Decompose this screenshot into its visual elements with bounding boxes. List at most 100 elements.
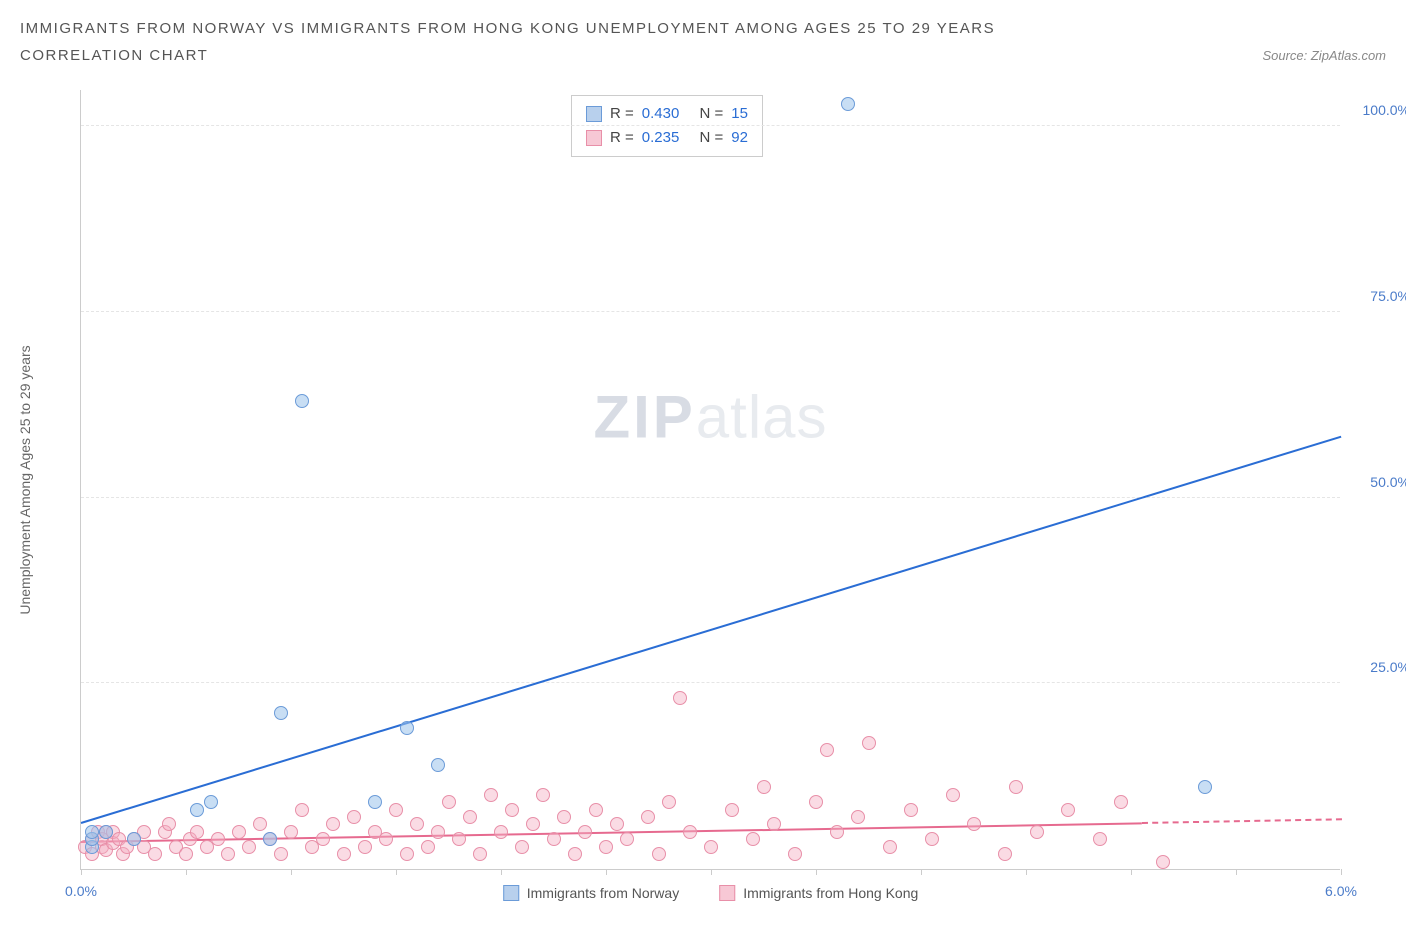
- data-point-hongkong: [316, 832, 330, 846]
- r-value: 0.430: [642, 102, 680, 126]
- data-point-hongkong: [757, 780, 771, 794]
- data-point-hongkong: [358, 840, 372, 854]
- data-point-hongkong: [421, 840, 435, 854]
- watermark: ZIPatlas: [593, 383, 827, 452]
- data-point-hongkong: [179, 847, 193, 861]
- data-point-hongkong: [295, 803, 309, 817]
- data-point-hongkong: [557, 810, 571, 824]
- data-point-norway: [85, 825, 99, 839]
- data-point-hongkong: [148, 847, 162, 861]
- data-point-hongkong: [431, 825, 445, 839]
- watermark-atlas: atlas: [696, 384, 828, 451]
- gridline: [81, 497, 1340, 498]
- bottom-legend: Immigrants from Norway Immigrants from H…: [503, 885, 919, 901]
- stats-row-hongkong: R = 0.235 N = 92: [586, 126, 748, 150]
- n-value: 92: [731, 126, 748, 150]
- r-label: R =: [610, 126, 634, 150]
- data-point-hongkong: [211, 832, 225, 846]
- data-point-norway: [1198, 780, 1212, 794]
- correlation-chart: Unemployment Among Ages 25 to 29 years Z…: [55, 90, 1385, 890]
- x-tick: [711, 869, 712, 875]
- data-point-norway: [274, 706, 288, 720]
- n-value: 15: [731, 102, 748, 126]
- data-point-hongkong: [809, 795, 823, 809]
- x-tick: [1131, 869, 1132, 875]
- x-tick: [291, 869, 292, 875]
- data-point-hongkong: [1093, 832, 1107, 846]
- n-label: N =: [699, 126, 723, 150]
- data-point-hongkong: [494, 825, 508, 839]
- data-point-hongkong: [337, 847, 351, 861]
- data-point-hongkong: [767, 817, 781, 831]
- data-point-hongkong: [1061, 803, 1075, 817]
- x-tick: [816, 869, 817, 875]
- data-point-hongkong: [883, 840, 897, 854]
- data-point-hongkong: [347, 810, 361, 824]
- data-point-hongkong: [683, 825, 697, 839]
- data-point-hongkong: [221, 847, 235, 861]
- x-tick: [501, 869, 502, 875]
- data-point-hongkong: [599, 840, 613, 854]
- watermark-zip: ZIP: [593, 384, 695, 451]
- n-label: N =: [699, 102, 723, 126]
- data-point-hongkong: [379, 832, 393, 846]
- x-tick: [606, 869, 607, 875]
- data-point-hongkong: [967, 817, 981, 831]
- x-axis-label: 0.0%: [65, 883, 97, 899]
- data-point-hongkong: [746, 832, 760, 846]
- data-point-hongkong: [925, 832, 939, 846]
- data-point-hongkong: [505, 803, 519, 817]
- data-point-hongkong: [1030, 825, 1044, 839]
- swatch-blue-icon: [503, 885, 519, 901]
- data-point-norway: [190, 803, 204, 817]
- data-point-hongkong: [326, 817, 340, 831]
- data-point-hongkong: [473, 847, 487, 861]
- data-point-hongkong: [410, 817, 424, 831]
- swatch-pink-icon: [586, 130, 602, 146]
- data-point-norway: [368, 795, 382, 809]
- trendline: [1141, 819, 1341, 825]
- data-point-hongkong: [704, 840, 718, 854]
- data-point-hongkong: [1156, 855, 1170, 869]
- data-point-norway: [841, 97, 855, 111]
- data-point-norway: [295, 394, 309, 408]
- data-point-hongkong: [1114, 795, 1128, 809]
- swatch-pink-icon: [719, 885, 735, 901]
- data-point-hongkong: [515, 840, 529, 854]
- gridline: [81, 125, 1340, 126]
- data-point-hongkong: [400, 847, 414, 861]
- data-point-hongkong: [946, 788, 960, 802]
- data-point-hongkong: [904, 803, 918, 817]
- data-point-hongkong: [442, 795, 456, 809]
- data-point-norway: [400, 721, 414, 735]
- x-tick: [1236, 869, 1237, 875]
- r-label: R =: [610, 102, 634, 126]
- data-point-hongkong: [788, 847, 802, 861]
- data-point-hongkong: [253, 817, 267, 831]
- data-point-hongkong: [547, 832, 561, 846]
- data-point-hongkong: [232, 825, 246, 839]
- data-point-hongkong: [578, 825, 592, 839]
- data-point-hongkong: [242, 840, 256, 854]
- chart-header: IMMIGRANTS FROM NORWAY VS IMMIGRANTS FRO…: [0, 0, 1406, 64]
- data-point-hongkong: [998, 847, 1012, 861]
- trendline: [81, 436, 1342, 824]
- data-point-hongkong: [641, 810, 655, 824]
- data-point-norway: [99, 825, 113, 839]
- chart-title-line1: IMMIGRANTS FROM NORWAY VS IMMIGRANTS FRO…: [20, 20, 1386, 37]
- x-tick: [81, 869, 82, 875]
- swatch-blue-icon: [586, 106, 602, 122]
- r-value: 0.235: [642, 126, 680, 150]
- data-point-hongkong: [274, 847, 288, 861]
- gridline: [81, 682, 1340, 683]
- data-point-hongkong: [568, 847, 582, 861]
- y-axis-label: Unemployment Among Ages 25 to 29 years: [17, 345, 33, 614]
- data-point-hongkong: [820, 743, 834, 757]
- source-label: Source: ZipAtlas.com: [1262, 48, 1386, 63]
- data-point-hongkong: [190, 825, 204, 839]
- data-point-hongkong: [851, 810, 865, 824]
- stats-row-norway: R = 0.430 N = 15: [586, 102, 748, 126]
- data-point-hongkong: [725, 803, 739, 817]
- legend-item-hongkong: Immigrants from Hong Kong: [719, 885, 918, 901]
- x-axis-label: 6.0%: [1325, 883, 1357, 899]
